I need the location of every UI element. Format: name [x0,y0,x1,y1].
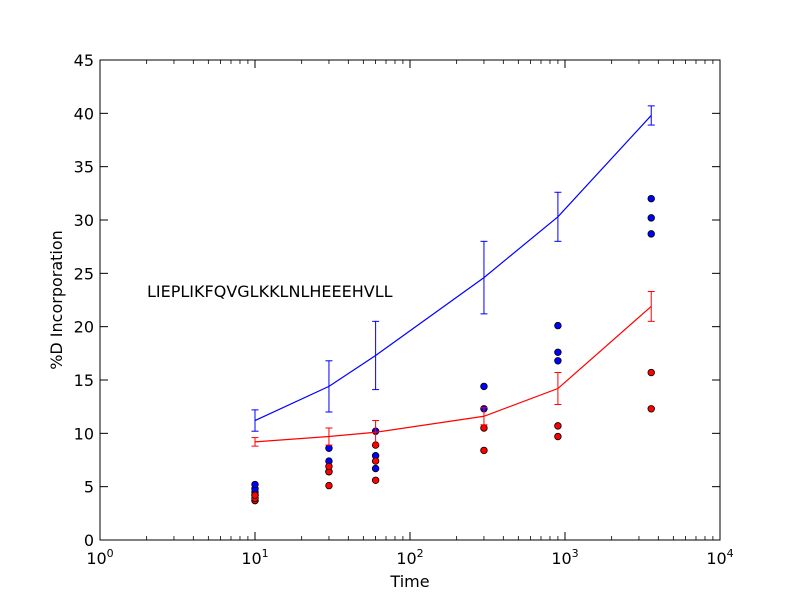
y-tick-label: 10 [74,424,94,443]
y-tick-label: 15 [74,371,94,390]
x-ticks: 100 101 102 103 104 [86,60,734,568]
series-0-point [647,214,655,222]
series-1-error-bar [251,437,259,447]
series-1-error-bar [647,290,655,322]
series-1-error-bar [372,420,380,445]
y-tick-label: 20 [74,318,94,337]
series-0-point [371,464,380,473]
series-0-error-bar [251,409,259,432]
x-tick-label: 102 [396,547,423,568]
y-axis-label: %D Incorporation [47,230,66,370]
series-0-error-bar [554,191,562,242]
series-layer [251,105,655,505]
series-1-line [254,305,652,443]
series-0-error-bar [647,105,655,126]
y-ticks: 0 5 10 15 20 25 30 35 40 45 [74,51,720,550]
y-tick-label: 30 [74,211,94,230]
series-1-point [554,432,562,441]
series-1-error-bar [325,427,333,446]
x-tick-label: 104 [706,547,733,568]
series-0-point [554,357,562,365]
series-1-point [554,422,562,430]
y-tick-label: 35 [74,158,94,177]
y-tick-label: 5 [84,478,94,497]
series-0-error-bar [480,240,488,315]
series-0-point [554,321,562,330]
series-1-error-bar [554,372,562,406]
y-tick-label: 40 [74,104,94,123]
series-1-point [325,481,333,490]
series-1-point [371,457,380,465]
series-1-point [325,462,333,471]
series-0-error-bar [372,320,380,391]
sequence-annotation: LIEPLIKFQVGLKKLNLHEEEHVLL [147,282,393,301]
series-0-point [325,444,333,452]
x-tick-label: 101 [241,547,268,568]
y-tick-label: 0 [84,531,94,550]
series-1-point [480,424,488,432]
series-0-point [554,348,562,356]
series-0-point [251,480,259,489]
series-0-point [480,382,488,391]
series-0-point [647,230,655,238]
plot-area [100,60,720,540]
series-1-point [647,368,655,377]
series-1-point [480,446,488,455]
x-tick-label: 103 [551,547,578,568]
series-1-error-bar [480,407,488,426]
series-0-error-bar [325,360,333,413]
series-0-line [254,115,652,422]
series-1-point [647,405,655,413]
y-tick-label: 25 [74,264,94,283]
series-0-point [647,194,655,203]
series-1 [251,290,655,505]
series-1-point [371,476,380,484]
y-tick-label: 45 [74,51,94,70]
x-tick-label: 100 [86,547,113,568]
x-axis-label: Time [389,572,429,591]
series-1-point [251,491,259,499]
